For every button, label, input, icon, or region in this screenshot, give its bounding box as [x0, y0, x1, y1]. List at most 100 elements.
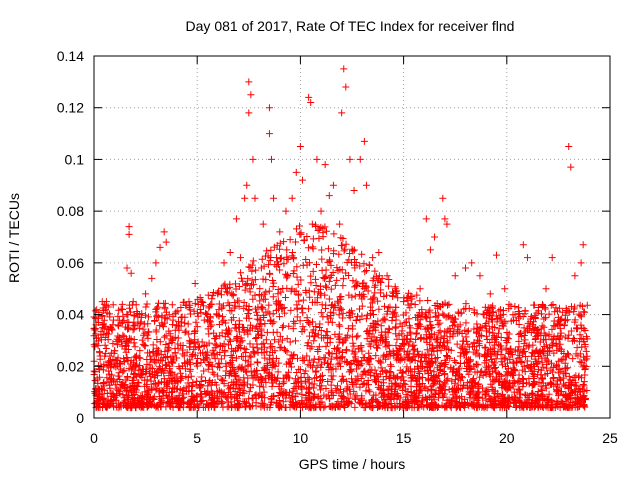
data-point	[259, 220, 267, 228]
y-tick-label: 0.14	[57, 48, 84, 64]
data-point	[148, 274, 156, 282]
data-point	[350, 186, 358, 194]
data-point	[317, 207, 325, 215]
data-point	[241, 194, 249, 202]
data-point	[152, 259, 160, 267]
data-point	[305, 93, 313, 101]
data-point	[369, 254, 377, 262]
data-point	[416, 285, 424, 293]
data-point	[162, 238, 170, 246]
y-tick-label: 0.12	[57, 100, 84, 116]
data-point	[249, 155, 257, 163]
data-point	[296, 143, 304, 150]
data-point	[156, 243, 164, 251]
data-point	[125, 223, 133, 231]
data-point	[468, 259, 476, 267]
data-point	[265, 104, 273, 112]
data-point	[129, 298, 137, 306]
data-point	[204, 316, 212, 324]
data-point	[115, 336, 123, 344]
data-point	[492, 251, 500, 259]
data-point	[400, 298, 408, 306]
data-point	[102, 298, 110, 306]
data-point	[476, 272, 484, 280]
data-point	[107, 324, 115, 331]
data-point	[197, 298, 205, 306]
data-point	[265, 130, 273, 138]
data-point	[123, 264, 131, 272]
data-point	[247, 91, 255, 99]
plot-frame	[93, 55, 611, 419]
data-point	[346, 155, 354, 163]
data-point	[571, 272, 579, 280]
data-point	[245, 78, 253, 86]
data-point	[408, 295, 416, 303]
data-point	[486, 290, 494, 298]
data-point	[567, 163, 575, 171]
data-point	[226, 249, 234, 257]
data-point	[443, 220, 451, 228]
data-point	[431, 233, 439, 241]
data-point	[501, 285, 509, 293]
data-point	[439, 194, 447, 202]
data-point	[111, 347, 119, 355]
data-point	[383, 272, 391, 280]
x-tick-label: 20	[499, 430, 515, 446]
data-point	[243, 181, 251, 189]
x-tick-label: 0	[90, 430, 98, 446]
data-point	[160, 228, 168, 236]
data-point	[127, 269, 135, 277]
data-point	[542, 285, 550, 293]
data-points	[90, 65, 591, 412]
data-point	[185, 298, 193, 306]
data-point	[451, 272, 459, 280]
data-point	[426, 246, 434, 254]
data-point	[523, 254, 531, 262]
data-point	[237, 254, 245, 262]
data-point	[119, 331, 127, 339]
data-point	[422, 215, 430, 223]
data-point	[519, 241, 527, 249]
data-point	[340, 65, 348, 73]
y-tick-label: 0.1	[65, 151, 85, 167]
data-point	[375, 249, 383, 257]
data-point	[268, 155, 276, 163]
y-tick-label: 0.06	[57, 255, 84, 271]
data-point	[577, 259, 585, 267]
data-point	[565, 143, 573, 150]
x-tick-label: 5	[193, 430, 201, 446]
data-point	[336, 220, 344, 228]
data-point	[462, 264, 470, 272]
data-point	[214, 290, 222, 298]
x-tick-label: 25	[602, 430, 618, 446]
data-point	[321, 161, 329, 169]
data-point	[292, 168, 300, 176]
data-point	[288, 194, 296, 202]
data-point	[342, 83, 350, 91]
y-tick-label: 0	[76, 410, 84, 426]
data-point	[177, 342, 185, 350]
data-point	[441, 215, 449, 223]
data-point	[391, 285, 399, 293]
data-point	[168, 336, 176, 344]
data-density-band	[90, 220, 591, 412]
y-tick-label: 0.02	[57, 358, 84, 374]
data-point	[360, 137, 368, 145]
data-point	[282, 207, 290, 215]
data-point	[307, 99, 315, 107]
chart-title: Day 081 of 2017, Rate Of TEC Index for r…	[185, 18, 515, 34]
data-point	[556, 316, 564, 324]
data-point	[338, 109, 346, 117]
data-point	[96, 352, 104, 360]
x-tick-label: 15	[396, 430, 412, 446]
data-point	[135, 311, 143, 319]
data-point	[142, 290, 150, 298]
x-tick-label: 10	[293, 430, 309, 446]
data-point	[532, 324, 540, 331]
data-point	[232, 215, 240, 223]
data-point	[276, 228, 284, 236]
data-point	[251, 194, 259, 202]
data-point	[220, 259, 228, 267]
data-point	[191, 280, 199, 288]
data-point	[329, 181, 337, 189]
